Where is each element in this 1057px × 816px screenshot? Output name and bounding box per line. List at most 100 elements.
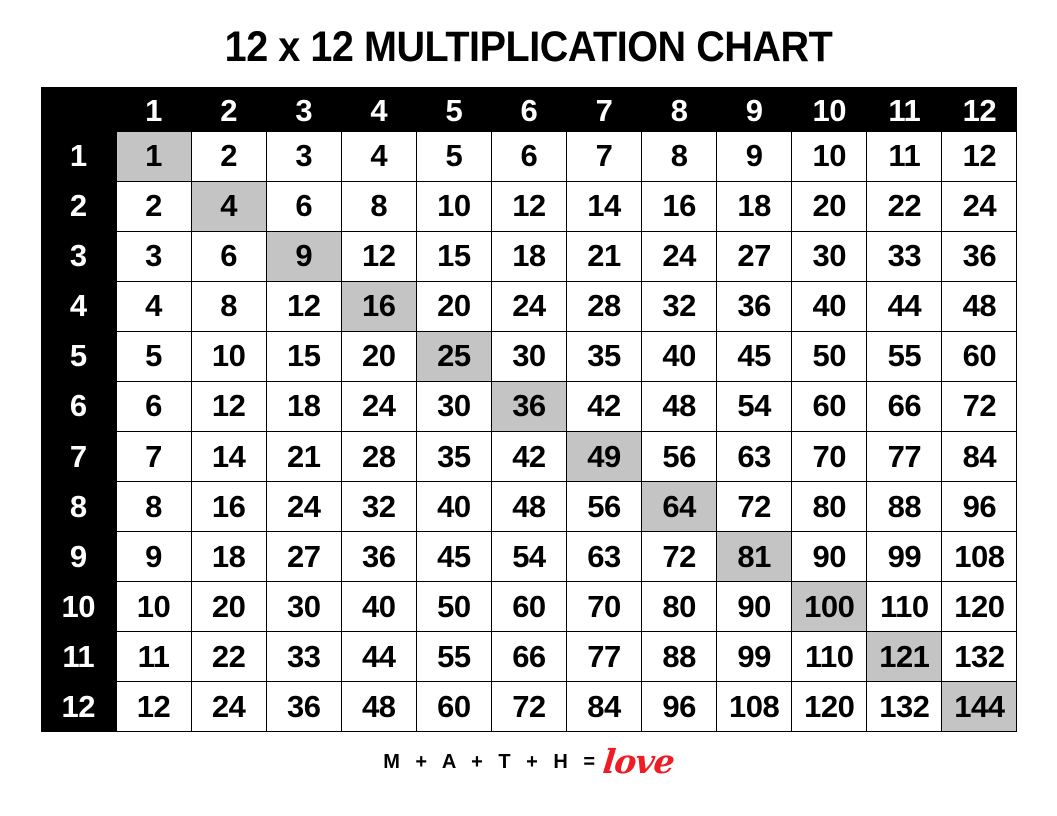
table-cell: 80 xyxy=(791,481,868,533)
table-cell-square: 16 xyxy=(340,280,417,332)
table-cell: 44 xyxy=(340,631,417,683)
column-header-8: 8 xyxy=(641,87,717,131)
table-cell: 77 xyxy=(866,430,943,483)
table-cell: 77 xyxy=(565,631,643,683)
table-cell: 2 xyxy=(115,180,192,232)
table-cell: 8 xyxy=(641,130,718,182)
table-cell: 56 xyxy=(565,481,643,533)
table-cell: 88 xyxy=(866,481,943,533)
table-cell: 90 xyxy=(716,581,793,633)
table-cell: 8 xyxy=(190,280,267,332)
table-header: 1 2 3 4 5 6 7 8 9 10 11 12 xyxy=(41,87,1017,131)
table-cell-square: 121 xyxy=(866,631,943,683)
table-cell: 32 xyxy=(641,280,718,332)
column-header-10: 10 xyxy=(791,87,867,131)
table-cell: 21 xyxy=(565,230,643,282)
column-header-row: 1 2 3 4 5 6 7 8 9 10 11 12 xyxy=(41,87,1017,131)
column-header-9: 9 xyxy=(716,87,792,131)
table-row: 11 11 22 33 44 55 66 77 88 99 110 121 132 xyxy=(41,631,1018,683)
table-cell: 22 xyxy=(866,180,943,232)
table-cell: 40 xyxy=(415,481,492,533)
table-cell: 9 xyxy=(716,130,793,182)
table-cell: 14 xyxy=(565,180,643,232)
table-cell: 20 xyxy=(415,280,492,332)
row-header-8: 8 xyxy=(41,481,116,532)
table-row: 3 3 6 9 12 15 18 21 24 27 30 33 36 xyxy=(41,230,1018,282)
table-cell: 5 xyxy=(415,130,492,182)
table-cell-square: 100 xyxy=(791,581,868,633)
table-cell-square: 9 xyxy=(265,230,342,282)
column-header-12: 12 xyxy=(941,87,1017,131)
table-cell-square: 1 xyxy=(115,130,192,182)
table-cell: 4 xyxy=(115,280,192,332)
table-cell: 7 xyxy=(115,430,192,483)
math-equation-text: M + A + T + H = xyxy=(383,751,601,773)
table-cell-square: 25 xyxy=(415,330,492,382)
row-header-9: 9 xyxy=(41,531,116,582)
table-cell: 84 xyxy=(941,430,1018,483)
table-cell: 24 xyxy=(265,481,342,533)
table-cell: 60 xyxy=(941,330,1018,382)
table-cell: 36 xyxy=(340,531,417,583)
table-cell: 18 xyxy=(190,531,267,583)
table-cell: 40 xyxy=(641,330,718,382)
page-title: 12 x 12 MULTIPLICATION CHART xyxy=(224,23,833,71)
table-cell: 55 xyxy=(866,330,943,382)
multiplication-table-container: 1 2 3 4 5 6 7 8 9 10 11 12 1 1 2 3 4 5 6 7 8 9 10 11 12 2 2 4 6 8 10 1… xyxy=(41,87,1018,733)
table-cell: 16 xyxy=(641,180,718,232)
table-corner-cell xyxy=(41,87,116,131)
row-header-10: 10 xyxy=(41,581,116,632)
multiplication-table: 1 2 3 4 5 6 7 8 9 10 11 12 1 1 2 3 4 5 6 7 8 9 10 11 12 2 2 4 6 8 10 1… xyxy=(41,87,1018,733)
table-cell: 27 xyxy=(265,531,342,583)
table-cell: 48 xyxy=(490,481,567,533)
table-cell: 11 xyxy=(115,631,192,683)
table-cell: 24 xyxy=(340,380,417,432)
table-cell: 99 xyxy=(866,531,943,583)
table-cell: 15 xyxy=(415,230,492,282)
table-cell: 40 xyxy=(791,280,868,332)
table-row: 12 12 24 36 48 60 72 84 96 108 120 132 144 xyxy=(41,681,1018,733)
table-cell: 24 xyxy=(941,180,1018,232)
table-cell: 66 xyxy=(490,631,567,683)
table-cell: 48 xyxy=(941,280,1018,332)
table-cell: 24 xyxy=(641,230,718,282)
table-cell: 54 xyxy=(716,380,793,432)
table-cell: 15 xyxy=(265,330,342,382)
table-cell: 4 xyxy=(340,130,417,182)
table-row: 5 5 10 15 20 25 30 35 40 45 50 55 60 xyxy=(41,330,1018,382)
table-row: 1 1 2 3 4 5 6 7 8 9 10 11 12 xyxy=(41,130,1018,182)
table-cell: 20 xyxy=(791,180,868,232)
table-cell: 110 xyxy=(866,581,943,633)
table-cell: 54 xyxy=(490,531,567,583)
row-header-11: 11 xyxy=(41,631,116,682)
table-cell: 88 xyxy=(641,631,718,683)
table-row: 6 6 12 18 24 30 36 42 48 54 60 66 72 xyxy=(41,380,1018,432)
table-cell: 20 xyxy=(190,581,267,633)
footer-equation: M + A + T + H =love xyxy=(0,742,1057,782)
table-cell: 6 xyxy=(115,380,192,432)
table-cell: 12 xyxy=(941,130,1018,182)
column-header-7: 7 xyxy=(566,87,642,131)
love-word-text: love xyxy=(601,742,676,781)
table-cell: 18 xyxy=(490,230,567,282)
table-cell: 80 xyxy=(641,581,718,633)
table-cell: 36 xyxy=(716,280,793,332)
table-row: 7 7 14 21 28 35 42 49 56 63 70 77 84 xyxy=(41,430,1018,483)
table-cell: 8 xyxy=(115,481,192,533)
table-cell: 8 xyxy=(340,180,417,232)
table-cell-square: 4 xyxy=(190,180,267,232)
table-cell: 120 xyxy=(941,581,1018,633)
table-cell-square: 49 xyxy=(565,430,643,483)
table-cell: 6 xyxy=(265,180,342,232)
table-cell: 132 xyxy=(866,681,943,733)
table-cell: 72 xyxy=(941,380,1018,432)
table-cell: 24 xyxy=(490,280,567,332)
table-cell: 6 xyxy=(490,130,567,182)
table-cell: 35 xyxy=(565,330,643,382)
table-cell: 12 xyxy=(340,230,417,282)
table-cell: 42 xyxy=(565,380,643,432)
table-cell: 108 xyxy=(941,531,1018,583)
table-cell: 5 xyxy=(115,330,192,382)
table-cell: 45 xyxy=(415,531,492,583)
